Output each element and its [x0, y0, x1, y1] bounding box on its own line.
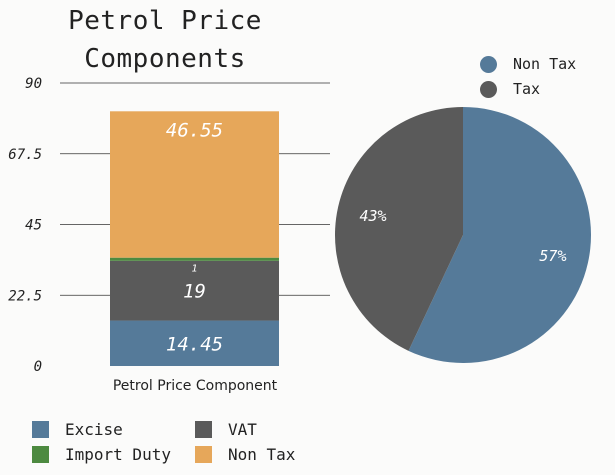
legend-label-excise: Excise [65, 420, 123, 439]
pie-legend-dot-non-tax [480, 55, 497, 73]
pie-legend-dot-tax [480, 80, 497, 98]
y-tick-label: 90 [25, 76, 42, 92]
bar-data-label: 46.55 [166, 119, 223, 141]
bar-data-label: 19 [183, 281, 206, 303]
legend-swatch-import-duty [32, 446, 49, 463]
pie-data-label: 57% [539, 247, 566, 265]
legend-label-non-tax: Non Tax [228, 445, 296, 464]
legend-item-vat: VAT [195, 420, 257, 439]
pie-slice [334, 107, 463, 351]
y-tick-label: 45 [25, 218, 42, 234]
y-tick-label: 0 [34, 359, 42, 375]
chart-title: Petrol Price Components [68, 6, 262, 74]
bar-segment [110, 257, 279, 261]
pie-legend-label-tax: Tax [513, 80, 541, 98]
y-tick-label: 67.5 [8, 147, 42, 163]
y-tick-label: 22.5 [8, 288, 42, 304]
legend-item-non-tax: Non Tax [195, 445, 295, 464]
pie-legend-item-non-tax: Non Tax [480, 55, 576, 73]
legend-label-vat: VAT [228, 420, 257, 439]
pie-legend-label-non-tax: Non Tax [513, 55, 577, 73]
bar-data-label: 14.45 [166, 333, 223, 355]
legend-item-excise: Excise [32, 420, 123, 439]
bar-data-label: 1 [191, 264, 197, 275]
legend-swatch-vat [195, 421, 212, 438]
pie-legend-item-tax: Tax [480, 80, 540, 98]
bar-segment [110, 320, 279, 366]
legend-item-import-duty: Import Duty [32, 445, 171, 464]
pie-data-label: 43% [360, 207, 387, 225]
pie-slice [408, 107, 591, 363]
legend-label-import-duty: Import Duty [65, 445, 171, 464]
bar-segment [110, 111, 279, 258]
bar-segment [110, 260, 279, 321]
legend-swatch-excise [32, 421, 49, 438]
legend-swatch-non-tax [195, 446, 212, 463]
x-category-label: Petrol Price Component [112, 378, 278, 394]
